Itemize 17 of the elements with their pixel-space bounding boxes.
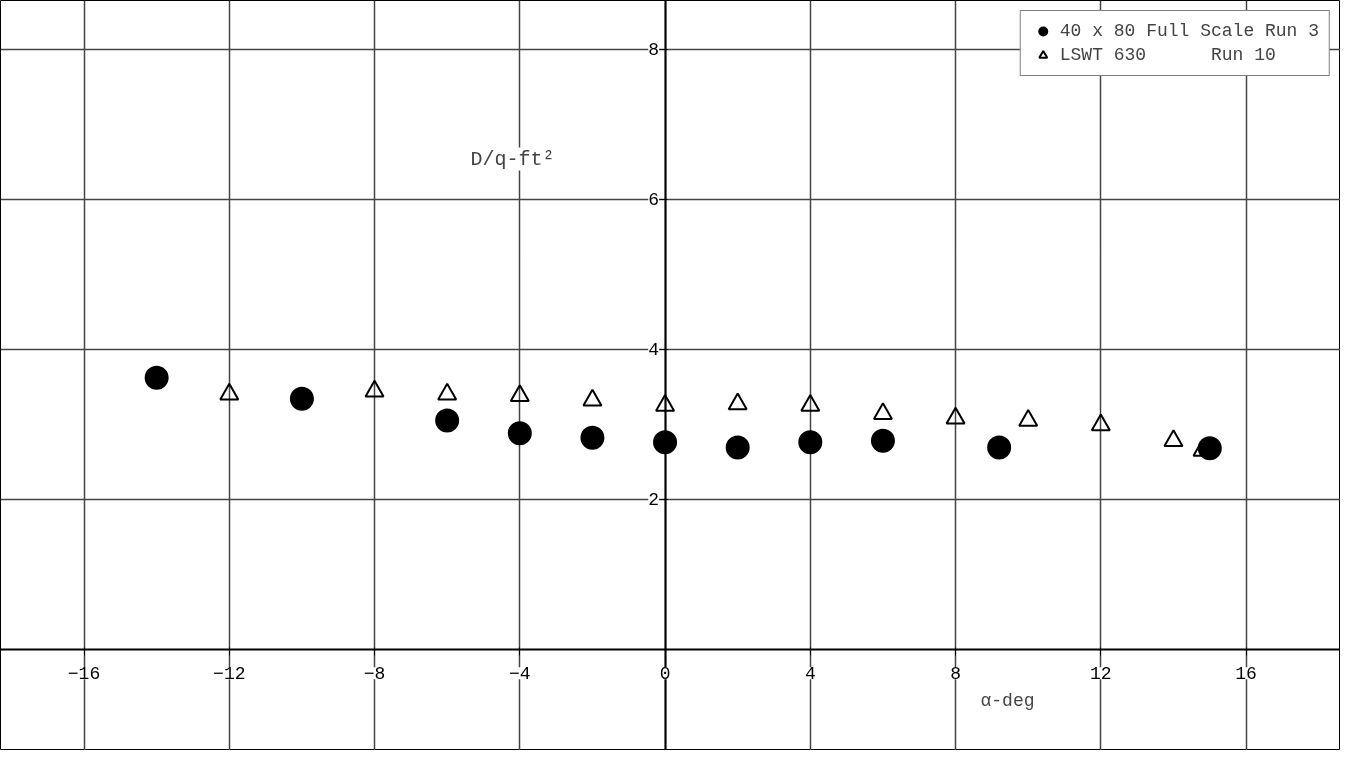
x-tick-label: 0 bbox=[659, 664, 671, 685]
x-tick-label: −12 bbox=[213, 664, 246, 685]
legend-label: LSWT 630 Run 10 bbox=[1059, 45, 1276, 65]
x-tick-label: 4 bbox=[804, 664, 816, 685]
y-tick-label: 6 bbox=[648, 190, 660, 211]
y-tick-label: 8 bbox=[648, 40, 660, 61]
x-tick-label: 12 bbox=[1090, 664, 1112, 685]
x-tick-label: 8 bbox=[950, 664, 961, 685]
x-axis-title: α-deg bbox=[980, 690, 1035, 711]
x-tick-label: 16 bbox=[1235, 664, 1257, 685]
x-tick-label: −8 bbox=[363, 664, 386, 685]
y-tick-label: 4 bbox=[648, 340, 660, 361]
legend-label: 40 x 80 Full Scale Run 3 bbox=[1059, 21, 1319, 41]
x-tick-label: −16 bbox=[67, 664, 101, 685]
y-tick-label: 2 bbox=[648, 490, 660, 511]
x-tick-label: −4 bbox=[508, 664, 531, 685]
y-axis-title: D/q-ft² bbox=[470, 147, 555, 171]
